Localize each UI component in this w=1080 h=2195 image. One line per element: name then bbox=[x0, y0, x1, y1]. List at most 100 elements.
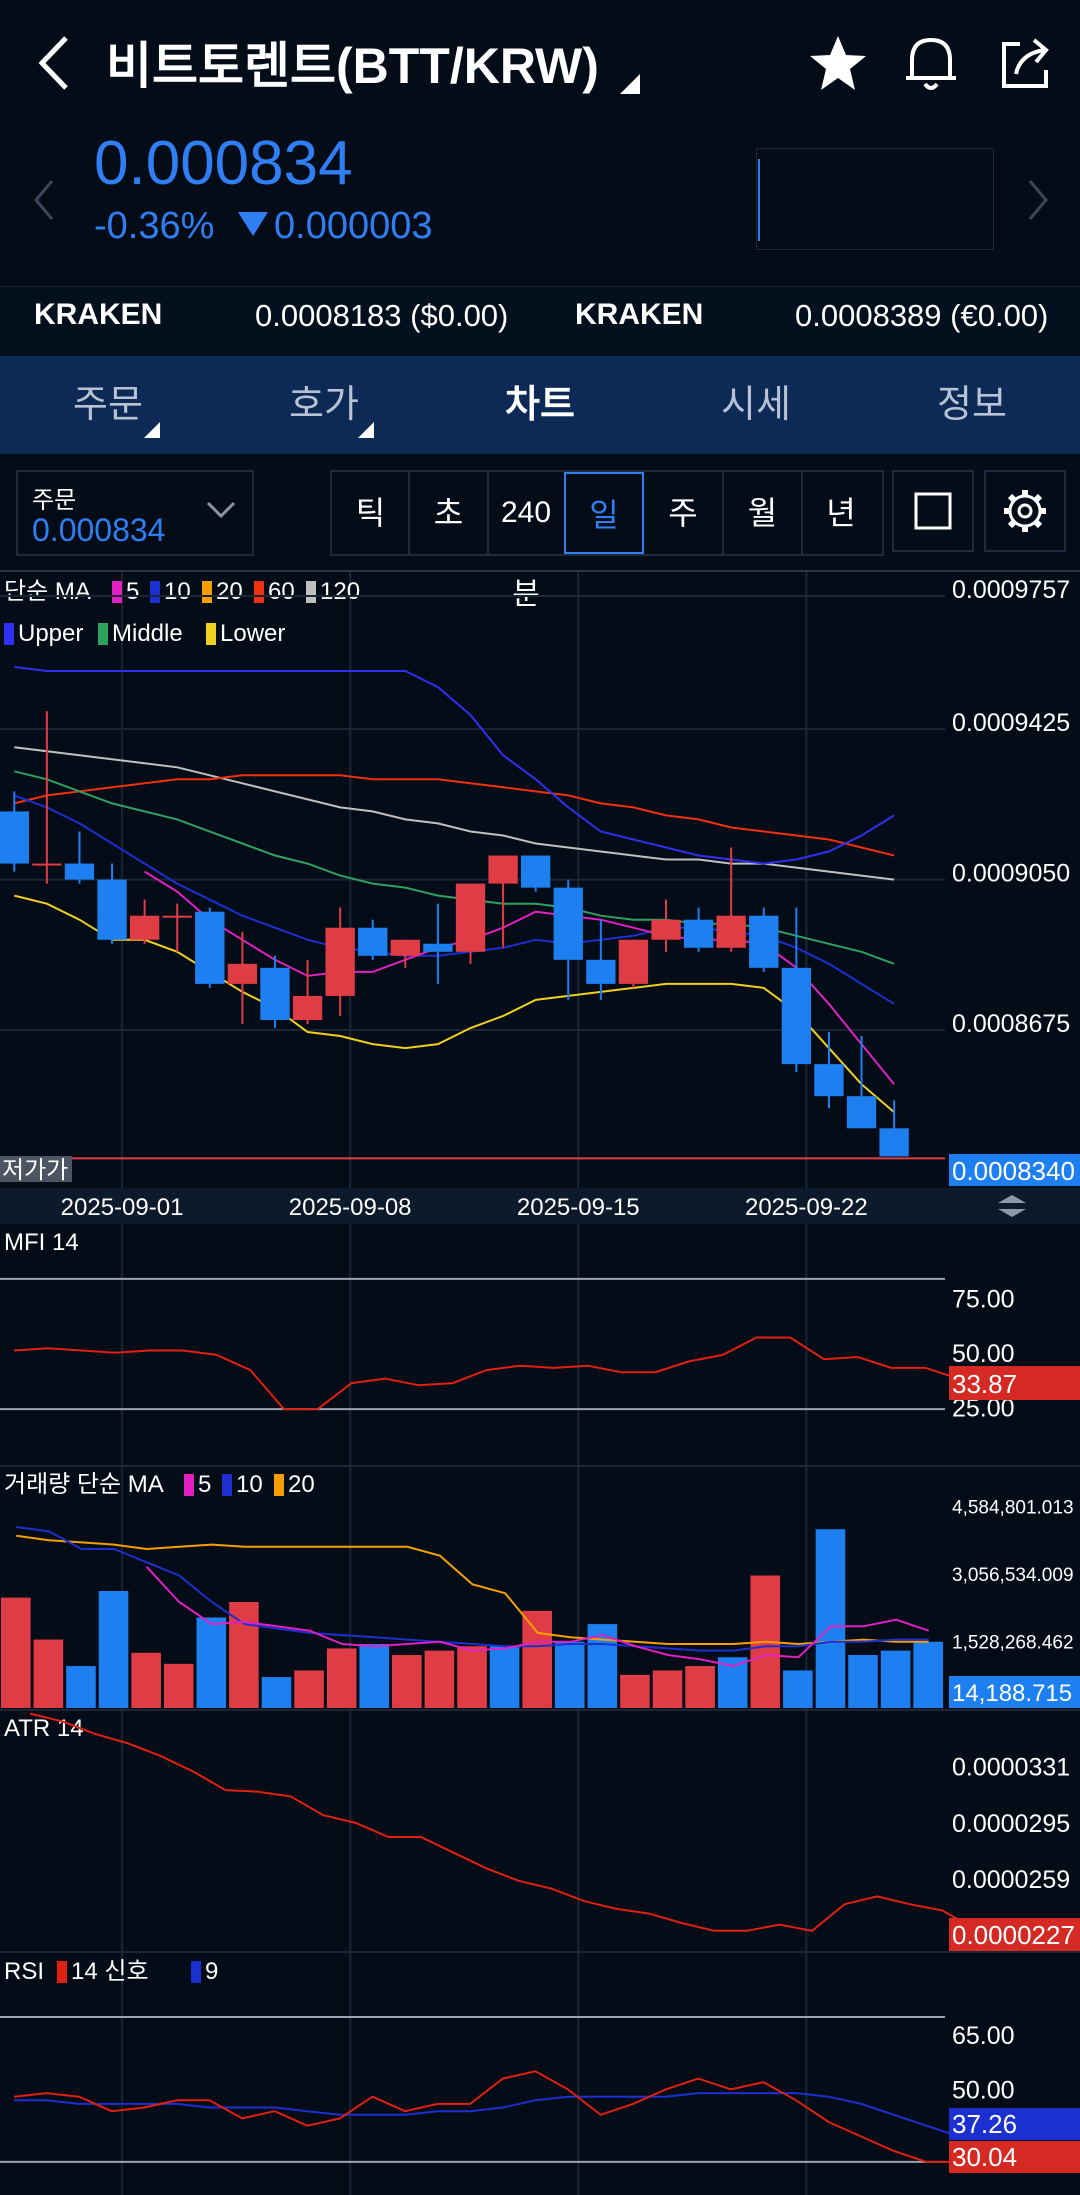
share-icon[interactable] bbox=[994, 30, 1060, 96]
ma60-line bbox=[14, 774, 895, 857]
legend-label: 거래량 단순 MA bbox=[4, 1471, 164, 1498]
rsi-panel[interactable]: RSI 14 신호 9 65.00 50.00 37.26 30.04 bbox=[0, 1951, 1080, 2173]
candle-body bbox=[162, 915, 192, 918]
volume-bar bbox=[33, 1639, 64, 1708]
back-arrow-icon[interactable] bbox=[30, 28, 80, 98]
drawing-button[interactable] bbox=[892, 470, 974, 552]
ticker-value: 0.0008389 (€0.00) bbox=[795, 298, 1049, 333]
legend-label: RSI bbox=[4, 1958, 44, 1985]
change-amount: 0.000003 bbox=[238, 205, 433, 248]
settings-button[interactable] bbox=[984, 470, 1066, 552]
tab-quotes[interactable]: 시세 bbox=[721, 384, 791, 426]
dropdown-corner-icon[interactable] bbox=[620, 74, 640, 94]
period-tick[interactable]: 틱 bbox=[355, 495, 386, 531]
legend-swatch bbox=[57, 1961, 67, 1983]
candle-body bbox=[390, 939, 420, 956]
legend-swatch bbox=[202, 581, 212, 603]
price-y-ticks: 0.0009757 0.0009425 0.0009050 0.0008675 bbox=[0, 576, 1070, 1038]
date-axis[interactable]: 2025-09-01 2025-09-08 2025-09-15 2025-09-22 bbox=[0, 1188, 1080, 1224]
tab-order[interactable]: 주문 bbox=[0, 356, 216, 454]
ma120-line bbox=[14, 746, 895, 881]
dropdown-corner-icon bbox=[358, 422, 374, 438]
candle-body bbox=[455, 883, 486, 952]
atr-line bbox=[29, 1712, 976, 1932]
bollinger-legend: Upper Middle Lower bbox=[4, 620, 285, 647]
date-axis-bg bbox=[0, 1188, 1080, 1224]
candle-body bbox=[325, 927, 355, 996]
period-month[interactable]: 월 bbox=[747, 495, 778, 531]
legend-swatch bbox=[184, 1474, 194, 1496]
date-tick-label: 2025-09-22 bbox=[745, 1194, 868, 1221]
volume-panel[interactable]: 거래량 단순 MA 5 10 20 4,584,801.013 3,056,534.00… bbox=[0, 1465, 1080, 1708]
tab-info[interactable]: 정보 bbox=[937, 384, 1007, 426]
date-tick-label: 2025-09-01 bbox=[61, 1194, 184, 1221]
period-year[interactable]: 년 bbox=[826, 495, 856, 531]
price-panel[interactable]: 단순 MA 5 10 20 60 120 Upper Middle Lower 0.00097… bbox=[0, 570, 1080, 1186]
legend-item: 10 bbox=[236, 1471, 263, 1498]
ticker-value: 0.0008183 ($0.00) bbox=[255, 298, 509, 333]
period-week[interactable]: 주 bbox=[668, 495, 698, 531]
volume-bar bbox=[261, 1677, 292, 1708]
tab-chart[interactable]: 차트 bbox=[505, 384, 575, 426]
chevron-down-icon[interactable] bbox=[206, 500, 236, 520]
rsi-signal-tag: 37.26 bbox=[952, 2109, 1017, 2139]
candle-body bbox=[683, 919, 714, 948]
y-tick-label: 0.0000295 bbox=[952, 1810, 1070, 1838]
candle-body bbox=[618, 939, 649, 984]
candles bbox=[0, 711, 909, 1157]
down-triangle-icon bbox=[238, 212, 268, 236]
volume-ma5-line bbox=[145, 1566, 930, 1668]
volume-bar bbox=[326, 1648, 357, 1708]
low-label: 저가가 bbox=[2, 1157, 68, 1184]
current-price: 0.000834 bbox=[94, 129, 353, 198]
ticker-exchange: KRAKEN bbox=[575, 298, 704, 331]
ma-legend: 단순 MA 5 10 20 60 120 bbox=[4, 578, 360, 605]
date-ticks: 2025-09-01 2025-09-08 2025-09-15 2025-09-22 bbox=[61, 1194, 868, 1221]
rsi-lines: 65.00 50.00 bbox=[0, 2015, 1015, 2163]
axis-scale-icon[interactable] bbox=[998, 1195, 1026, 1217]
period-day[interactable]: 일 bbox=[564, 472, 644, 554]
candle-body bbox=[97, 879, 127, 940]
chart-area[interactable]: 단순 MA 5 10 20 60 120 Upper Middle Lower 0.00097… bbox=[0, 566, 1080, 2195]
volume-bar bbox=[848, 1655, 878, 1708]
y-tick-label: 4,584,801.013 bbox=[952, 1498, 1074, 1519]
prev-arrow-icon[interactable] bbox=[30, 175, 60, 225]
volume-bar bbox=[359, 1643, 390, 1708]
volume-bar bbox=[66, 1666, 96, 1708]
volume-bar bbox=[685, 1666, 715, 1708]
volume-ma10-line bbox=[16, 1526, 929, 1652]
bell-icon[interactable] bbox=[898, 30, 964, 96]
legend-swatch bbox=[191, 1961, 201, 1983]
candle-body bbox=[129, 915, 160, 940]
next-arrow-icon[interactable] bbox=[1022, 175, 1052, 225]
period-divider bbox=[408, 472, 410, 554]
candle-body bbox=[292, 995, 323, 1020]
volume-bar bbox=[489, 1646, 520, 1708]
star-icon[interactable] bbox=[806, 32, 870, 96]
volume-bars: 4,584,801.013 3,056,534.009 1,528,268.462 bbox=[1, 1498, 1074, 1708]
period-240min[interactable]: 240분 bbox=[500, 496, 552, 611]
volume-bar bbox=[783, 1670, 813, 1708]
y-tick-label: 75.00 bbox=[952, 1286, 1015, 1314]
volume-bar bbox=[522, 1610, 552, 1708]
rsi-legend: RSI 14 신호 9 bbox=[4, 1958, 218, 1985]
legend-item: 5 bbox=[126, 578, 139, 605]
atr-line: 0.0000331 0.0000295 0.0000259 bbox=[29, 1712, 1070, 1932]
period-second[interactable]: 초 bbox=[433, 495, 464, 531]
order-select[interactable] bbox=[16, 470, 254, 556]
y-tick-label: 0.0009757 bbox=[952, 576, 1070, 604]
volume-bar bbox=[880, 1650, 911, 1708]
candle-body bbox=[227, 963, 258, 984]
volume-tag-bg bbox=[949, 1676, 1080, 1708]
atr-panel[interactable]: ATR 14 0.0000331 0.0000295 0.0000259 0.000… bbox=[0, 1709, 1080, 1952]
legend-item: 60 bbox=[268, 578, 295, 605]
bollinger-lower-line bbox=[14, 894, 895, 1113]
tab-orderbook[interactable]: 호가 bbox=[216, 356, 432, 454]
page-title[interactable]: 비트토렌트(BTT/KRW) bbox=[106, 38, 599, 94]
period-divider bbox=[801, 472, 803, 554]
price-indicator-lines bbox=[13, 666, 895, 1113]
y-tick-label: 3,056,534.009 bbox=[952, 1565, 1074, 1586]
candle-body bbox=[586, 959, 616, 984]
y-tick-label: 0.0000331 bbox=[952, 1754, 1070, 1782]
